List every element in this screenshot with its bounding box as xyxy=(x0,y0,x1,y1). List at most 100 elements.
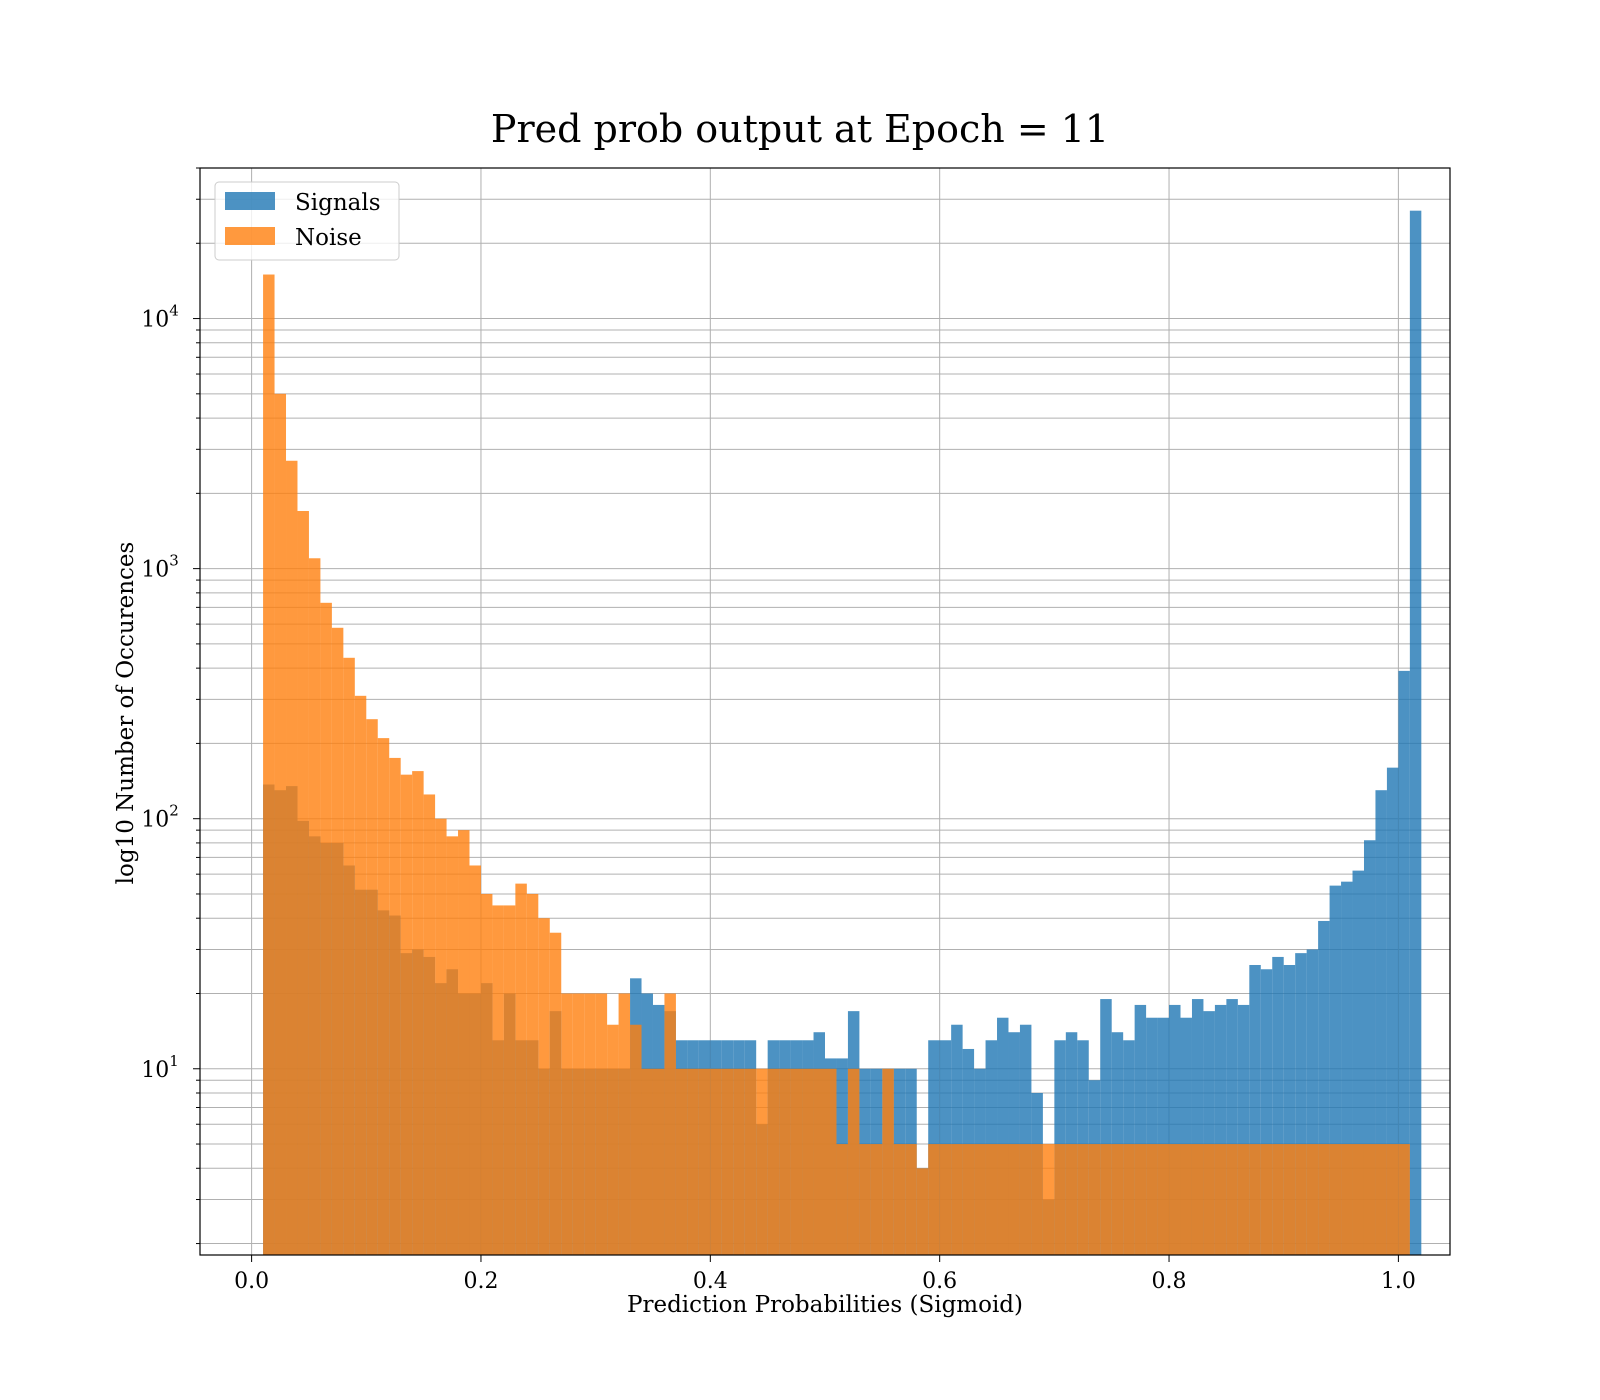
histogram-bar-noise xyxy=(882,1068,894,1255)
histogram-bar-noise xyxy=(939,1144,952,1255)
histogram-bar-noise xyxy=(286,460,298,1255)
histogram-bar-signals xyxy=(1237,1004,1250,1255)
histogram-bar-signals xyxy=(1249,964,1261,1255)
histogram-bar-noise xyxy=(423,794,436,1255)
histogram-bar-signals xyxy=(1283,964,1296,1255)
histogram-bar-noise xyxy=(985,1144,998,1255)
histogram-bar-signals xyxy=(1260,969,1273,1255)
histogram-bar-noise xyxy=(1272,1144,1284,1255)
histogram-bar-noise xyxy=(687,1068,699,1255)
histogram-bar-noise xyxy=(974,1144,986,1255)
histogram-bar-noise xyxy=(847,1068,860,1255)
histogram-bar-noise xyxy=(320,602,332,1255)
histogram-bar-noise xyxy=(664,993,676,1255)
histogram-bar-signals xyxy=(1191,999,1204,1255)
y-tick-base: 10 xyxy=(141,1058,169,1083)
histogram-bar-noise xyxy=(1077,1144,1089,1255)
histogram-bar-signals xyxy=(1398,670,1410,1255)
histogram-bar-noise xyxy=(1065,1144,1078,1255)
histogram-bar-noise xyxy=(756,1068,768,1255)
histogram-bar-signals xyxy=(1341,881,1353,1255)
bars-layer xyxy=(263,210,1422,1256)
histogram-bar-noise xyxy=(297,510,309,1255)
legend: Signals Noise xyxy=(214,181,400,261)
histogram-bar-noise xyxy=(1386,1144,1399,1255)
x-tick-label: 0.8 xyxy=(1152,1269,1187,1294)
histogram-bar-noise xyxy=(802,1068,814,1255)
x-tick-label: 0.0 xyxy=(234,1269,269,1294)
histogram-bar-noise xyxy=(1249,1144,1261,1255)
y-tick-base: 10 xyxy=(141,808,169,833)
histogram-bar-noise xyxy=(1375,1144,1387,1255)
histogram-bar-noise xyxy=(1088,1144,1101,1255)
histogram-bar-noise xyxy=(1363,1144,1376,1255)
y-tick-label: 101 xyxy=(141,1052,179,1083)
y-tick-label: 102 xyxy=(141,802,179,833)
histogram-bar-noise xyxy=(1226,1144,1238,1255)
histogram-bar-noise xyxy=(1283,1144,1296,1255)
histogram-bar-noise xyxy=(480,893,493,1255)
histogram-bar-noise xyxy=(458,830,470,1255)
histogram-bar-noise xyxy=(652,1068,665,1255)
histogram-bar-noise xyxy=(377,738,390,1255)
histogram-bar-noise xyxy=(274,393,287,1256)
histogram-bar-noise xyxy=(870,1144,883,1255)
histogram-bar-noise xyxy=(607,1024,619,1255)
histogram-bar-noise xyxy=(836,1144,848,1255)
y-axis-label: log10 Number of Occurences xyxy=(113,542,139,885)
histogram-bar-signals xyxy=(997,1017,1009,1255)
histogram-bar-noise xyxy=(1329,1144,1342,1255)
histogram-bar-noise xyxy=(263,274,275,1256)
x-tick-label: 0.6 xyxy=(922,1269,957,1294)
histogram-bar-noise xyxy=(538,918,550,1255)
y-tick-exponent: 4 xyxy=(169,302,179,320)
histogram-bar-noise xyxy=(733,1068,745,1255)
histogram-bar-noise xyxy=(997,1144,1009,1255)
histogram-bar-signals xyxy=(1100,999,1112,1255)
histogram-bar-noise xyxy=(1352,1144,1364,1255)
histogram-bar-noise xyxy=(675,1068,688,1255)
histogram-bar-noise xyxy=(1019,1144,1032,1255)
histogram-bar-signals xyxy=(1295,953,1307,1255)
histogram-bar-noise xyxy=(962,1144,975,1255)
histogram-bar-noise xyxy=(469,865,481,1255)
histogram-bar-noise xyxy=(1134,1144,1147,1255)
plot-frame xyxy=(199,167,1451,1256)
histogram-bar-noise xyxy=(366,719,378,1255)
histogram-bar-noise xyxy=(1169,1144,1181,1255)
histogram-bar-noise xyxy=(859,1144,871,1255)
histogram-bar-noise xyxy=(825,1068,837,1255)
histogram-bar-signals xyxy=(1134,1004,1147,1255)
legend-swatch-signals xyxy=(225,192,275,210)
histogram-bar-noise xyxy=(1203,1144,1215,1255)
histogram-bar-noise xyxy=(1042,1144,1055,1255)
histogram-bar-noise xyxy=(916,1168,929,1255)
y-tick-base: 10 xyxy=(141,558,169,583)
legend-label-signals: Signals xyxy=(295,190,381,216)
chart-title: Pred prob output at Epoch = 11 xyxy=(491,107,1109,151)
histogram-bar-noise xyxy=(1260,1144,1273,1255)
y-tick-base: 10 xyxy=(141,308,169,333)
legend-swatch-noise xyxy=(225,227,275,245)
histogram-bar-noise xyxy=(630,1024,642,1255)
histogram-bar-signals xyxy=(1352,870,1364,1255)
histogram-bar-noise xyxy=(779,1068,791,1255)
histogram-bar-noise xyxy=(584,993,596,1255)
y-tick-exponent: 1 xyxy=(169,1052,179,1070)
histogram-bar-signals xyxy=(1169,1004,1181,1255)
histogram-bar-noise xyxy=(526,893,539,1255)
histogram-bar-signals xyxy=(1008,1032,1020,1255)
histogram-bar-noise xyxy=(389,757,401,1255)
histogram-bar-signals xyxy=(1214,1004,1227,1255)
histogram-bar-signals xyxy=(1306,949,1319,1255)
histogram-bar-signals xyxy=(1019,1024,1032,1255)
histogram-bar-noise xyxy=(928,1144,940,1255)
histogram-bar-signals xyxy=(1318,920,1330,1255)
histogram-bar-noise xyxy=(1341,1144,1353,1255)
histogram-bar-signals xyxy=(1272,956,1284,1255)
histogram-bar-noise xyxy=(1398,1144,1410,1255)
histogram-bar-noise xyxy=(561,993,573,1255)
histogram-bar-noise xyxy=(412,771,424,1255)
histogram-bar-noise xyxy=(1123,1144,1135,1255)
